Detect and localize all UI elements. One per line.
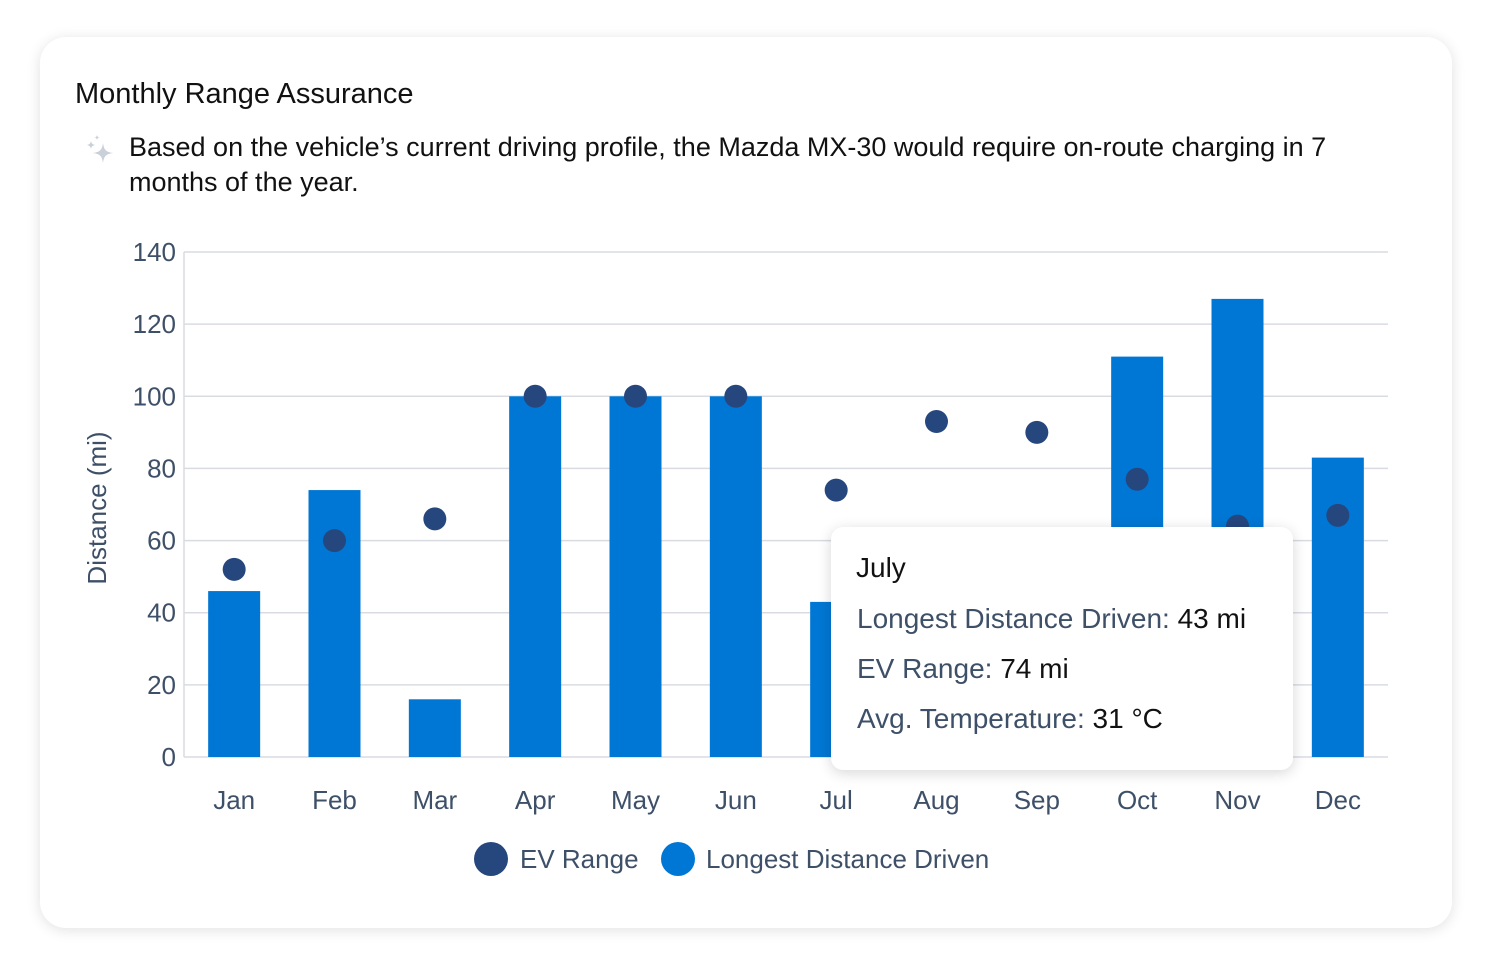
dot-may (624, 384, 647, 408)
x-tick-label: Jun (715, 785, 757, 815)
bar-dec (1311, 457, 1364, 757)
bar-mar (408, 699, 461, 757)
insight-text: Based on the vehicle’s current driving p… (129, 132, 1327, 197)
bar-jun (709, 396, 762, 757)
dot-dec (1326, 503, 1350, 527)
y-tick-label: 40 (147, 598, 176, 628)
dot-jul (824, 478, 848, 502)
dot-mar (423, 507, 447, 531)
legend-marker-longest-distance (661, 842, 695, 876)
tooltip-label: EV Range: (857, 653, 993, 684)
legend-label-longest-distance: Longest Distance Driven (706, 844, 989, 874)
dot-jan (222, 557, 246, 581)
x-tick-label: Aug (913, 785, 959, 815)
tooltip: July Longest Distance Driven: 43 mi EV R… (831, 527, 1293, 770)
dot-aug (925, 410, 948, 434)
y-tick-label: 0 (162, 742, 176, 772)
dot-oct (1125, 467, 1149, 491)
bar-jan (208, 591, 261, 757)
y-axis-title: Distance (mi) (82, 431, 112, 584)
tooltip-label: Longest Distance Driven: (857, 603, 1170, 634)
y-tick-label: 120 (133, 309, 176, 339)
x-tick-label: Nov (1214, 785, 1260, 815)
x-tick-label: May (611, 785, 660, 815)
x-tick-label: Jan (213, 785, 255, 815)
y-tick-label: 80 (147, 453, 176, 483)
tooltip-value: 31 °C (1092, 703, 1163, 734)
y-tick-label: 20 (147, 670, 176, 700)
x-tick-label: Oct (1117, 785, 1158, 815)
y-tick-label: 140 (133, 237, 176, 267)
tooltip-title: July (856, 552, 906, 583)
legend-marker-ev-range (474, 842, 508, 876)
x-tick-label: Sep (1014, 785, 1060, 815)
sparkle-icon (87, 135, 113, 163)
x-tick-label: Dec (1315, 785, 1361, 815)
tooltip-row-range: EV Range: 74 mi (857, 653, 1069, 685)
tooltip-value: 43 mi (1177, 603, 1247, 634)
legend-label-ev-range: EV Range (520, 844, 639, 874)
bar-may (609, 396, 662, 757)
bar-apr (509, 396, 562, 757)
x-tick-label: Feb (312, 785, 357, 815)
dot-feb (323, 529, 346, 553)
chart-title: Monthly Range Assurance (75, 78, 414, 110)
tooltip-value: 74 mi (1000, 653, 1069, 684)
tooltip-row-distance: Longest Distance Driven: 43 mi (857, 603, 1246, 635)
y-tick-label: 100 (133, 381, 176, 411)
tooltip-label: Avg. Temperature: (857, 703, 1085, 734)
x-tick-label: Jul (820, 785, 853, 815)
tooltip-row-temperature: Avg. Temperature: 31 °C (857, 703, 1163, 735)
y-tick-label: 60 (147, 526, 176, 556)
dot-apr (523, 384, 547, 408)
dot-sep (1025, 420, 1049, 444)
x-tick-label: Apr (515, 785, 556, 815)
dot-jun (724, 384, 748, 408)
x-tick-label: Mar (412, 785, 457, 815)
